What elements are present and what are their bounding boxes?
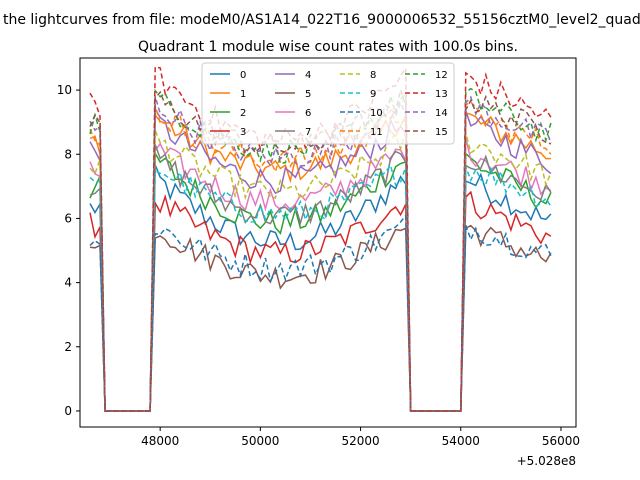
legend-label: 2 bbox=[240, 108, 246, 119]
series-11-line bbox=[89, 101, 552, 412]
series-2-line bbox=[89, 150, 552, 412]
y-tick-label: 2 bbox=[64, 340, 72, 354]
legend-label: 10 bbox=[370, 108, 383, 119]
axes-frame bbox=[79, 57, 577, 428]
x-tick-label: 56000 bbox=[542, 434, 580, 448]
legend-label: 0 bbox=[240, 70, 246, 81]
legend-label: 6 bbox=[305, 108, 311, 119]
x-offset-label: +5.028e8 bbox=[517, 454, 576, 468]
legend-label: 9 bbox=[370, 89, 376, 100]
legend-label: 11 bbox=[370, 127, 383, 138]
legend-label: 13 bbox=[435, 89, 448, 100]
series-7-line bbox=[89, 144, 552, 412]
series-3-line bbox=[89, 190, 552, 412]
x-tick-label: 54000 bbox=[442, 434, 480, 448]
series-4-line bbox=[89, 106, 552, 412]
chart-title: Quadrant 1 module wise count rates with … bbox=[138, 39, 518, 55]
y-tick-label: 10 bbox=[57, 83, 72, 97]
legend-label: 3 bbox=[240, 127, 246, 138]
y-axis: 0 2 4 6 8 10 bbox=[57, 83, 80, 418]
legend-label: 15 bbox=[435, 127, 448, 138]
legend-label: 4 bbox=[305, 70, 311, 81]
series-5-line bbox=[89, 224, 552, 412]
legend-label: 8 bbox=[370, 70, 376, 81]
legend-label: 12 bbox=[435, 70, 448, 81]
x-tick-label: 48000 bbox=[141, 434, 179, 448]
y-tick-label: 8 bbox=[64, 147, 72, 161]
series-8-line bbox=[89, 130, 552, 412]
series-6-line bbox=[89, 137, 552, 412]
legend-label: 14 bbox=[435, 108, 448, 119]
x-tick-label: 52000 bbox=[341, 434, 379, 448]
x-tick-label: 50000 bbox=[241, 434, 279, 448]
series-10-line bbox=[89, 213, 552, 412]
y-tick-label: 4 bbox=[64, 276, 72, 290]
y-tick-label: 0 bbox=[64, 404, 72, 418]
y-tick-label: 6 bbox=[64, 211, 72, 225]
figure-suptitle: Plots from the lightcurves from file: mo… bbox=[0, 12, 640, 28]
series-15-line bbox=[89, 87, 552, 412]
legend-label: 1 bbox=[240, 89, 246, 100]
legend-label: 7 bbox=[305, 127, 311, 138]
legend-box bbox=[201, 62, 455, 145]
legend-label: 5 bbox=[305, 89, 311, 100]
series-1-line bbox=[89, 112, 551, 412]
x-axis: 48000 50000 52000 54000 56000 bbox=[141, 427, 580, 448]
series-9-line bbox=[89, 163, 552, 412]
